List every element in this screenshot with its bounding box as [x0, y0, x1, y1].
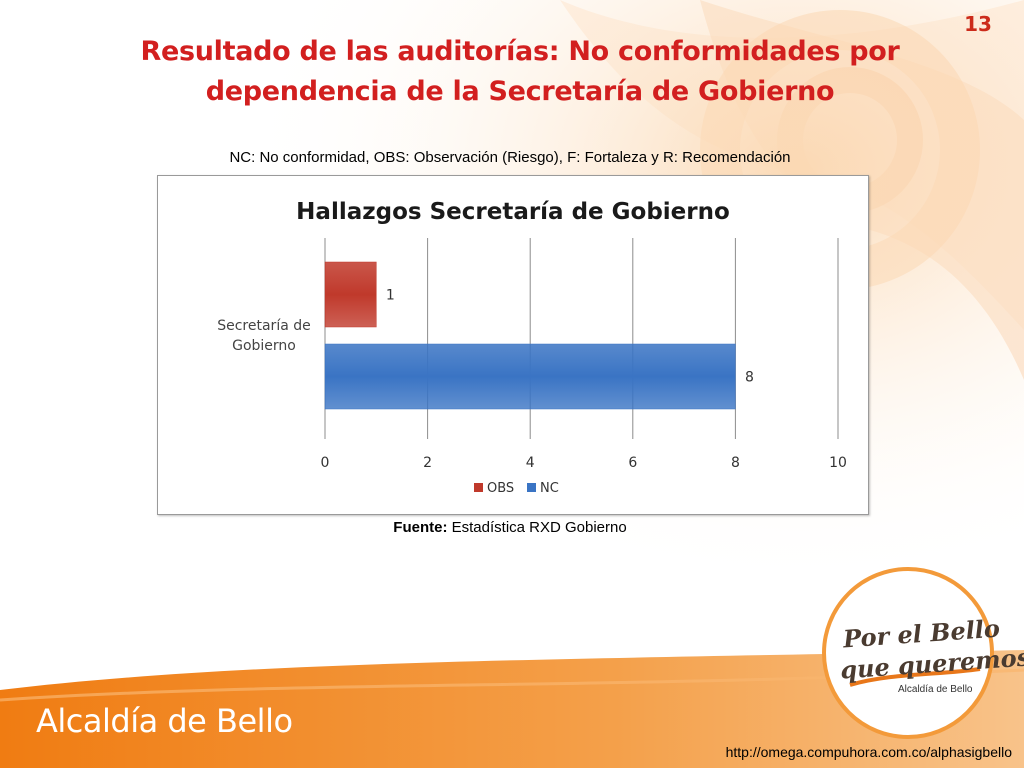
bar-chart: Hallazgos Secretaría de Gobierno 0 2 4 6 8 10 S… [217, 199, 847, 496]
data-label-nc: 8 [745, 370, 754, 386]
source-label: Fuente: [393, 519, 448, 536]
x-tick-label: 8 [731, 455, 740, 471]
slide-title: Resultado de las auditorías: No conformi… [110, 32, 930, 112]
abbreviation-note: NC: No conformidad, OBS: Observación (Ri… [229, 149, 791, 166]
source-note: Fuente: Estadística RXD Gobierno [260, 519, 760, 536]
legend-swatch-obs [474, 483, 483, 492]
campaign-logo: Por el Bello que queremos Alcaldía de Be… [810, 565, 1024, 741]
x-tick-label: 4 [526, 455, 535, 471]
x-tick-label: 10 [829, 455, 847, 471]
logo-subtitle: Alcaldía de Bello [898, 684, 973, 695]
bar-nc [324, 343, 736, 410]
x-tick-label: 0 [321, 455, 330, 471]
legend-swatch-nc [527, 483, 536, 492]
category-label: Secretaría de Gobierno [217, 318, 311, 354]
legend-label-obs: OBS [487, 481, 514, 496]
bar-obs [324, 261, 377, 328]
x-tick-label: 6 [628, 455, 637, 471]
chart-title: Hallazgos Secretaría de Gobierno [296, 199, 730, 225]
footer-organization: Alcaldía de Bello [36, 702, 293, 740]
logo-ring [822, 567, 994, 739]
x-tick-label: 2 [423, 455, 432, 471]
source-text: Estadística RXD Gobierno [447, 519, 627, 536]
slide-number: 13 [964, 12, 992, 36]
legend-label-nc: NC [540, 481, 559, 496]
chart-container: Hallazgos Secretaría de Gobierno 0 2 4 6 8 10 S… [157, 175, 869, 515]
data-label-obs: 1 [386, 288, 395, 304]
title-line-1: Resultado de las auditorías: No conformi… [140, 36, 900, 67]
title-line-2: dependencia de la Secretaría de Gobierno [205, 76, 835, 107]
footer-url[interactable]: http://omega.compuhora.com.co/alphasigbe… [725, 744, 1012, 760]
